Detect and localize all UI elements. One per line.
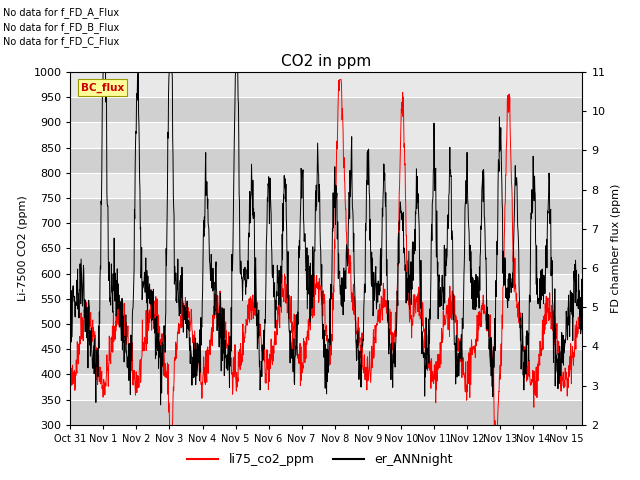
Bar [70, 223, 582, 249]
Text: No data for f_FD_C_Flux: No data for f_FD_C_Flux [3, 36, 120, 47]
Bar [70, 97, 582, 122]
Bar [70, 349, 582, 374]
Text: No data for f_FD_A_Flux: No data for f_FD_A_Flux [3, 7, 119, 18]
Bar [70, 249, 582, 274]
Bar [70, 198, 582, 223]
Bar [70, 274, 582, 299]
Legend: li75_co2_ppm, er_ANNnight: li75_co2_ppm, er_ANNnight [182, 448, 458, 471]
Bar [70, 324, 582, 349]
Text: BC_flux: BC_flux [81, 83, 124, 93]
Bar [70, 299, 582, 324]
Bar [70, 122, 582, 148]
Bar [70, 148, 582, 173]
Bar [70, 72, 582, 97]
Bar [70, 399, 582, 425]
Y-axis label: Li-7500 CO2 (ppm): Li-7500 CO2 (ppm) [18, 195, 28, 301]
Title: CO2 in ppm: CO2 in ppm [281, 54, 372, 70]
Bar [70, 173, 582, 198]
Bar [70, 374, 582, 399]
Y-axis label: FD chamber flux (ppm): FD chamber flux (ppm) [611, 184, 621, 313]
Text: No data for f_FD_B_Flux: No data for f_FD_B_Flux [3, 22, 120, 33]
